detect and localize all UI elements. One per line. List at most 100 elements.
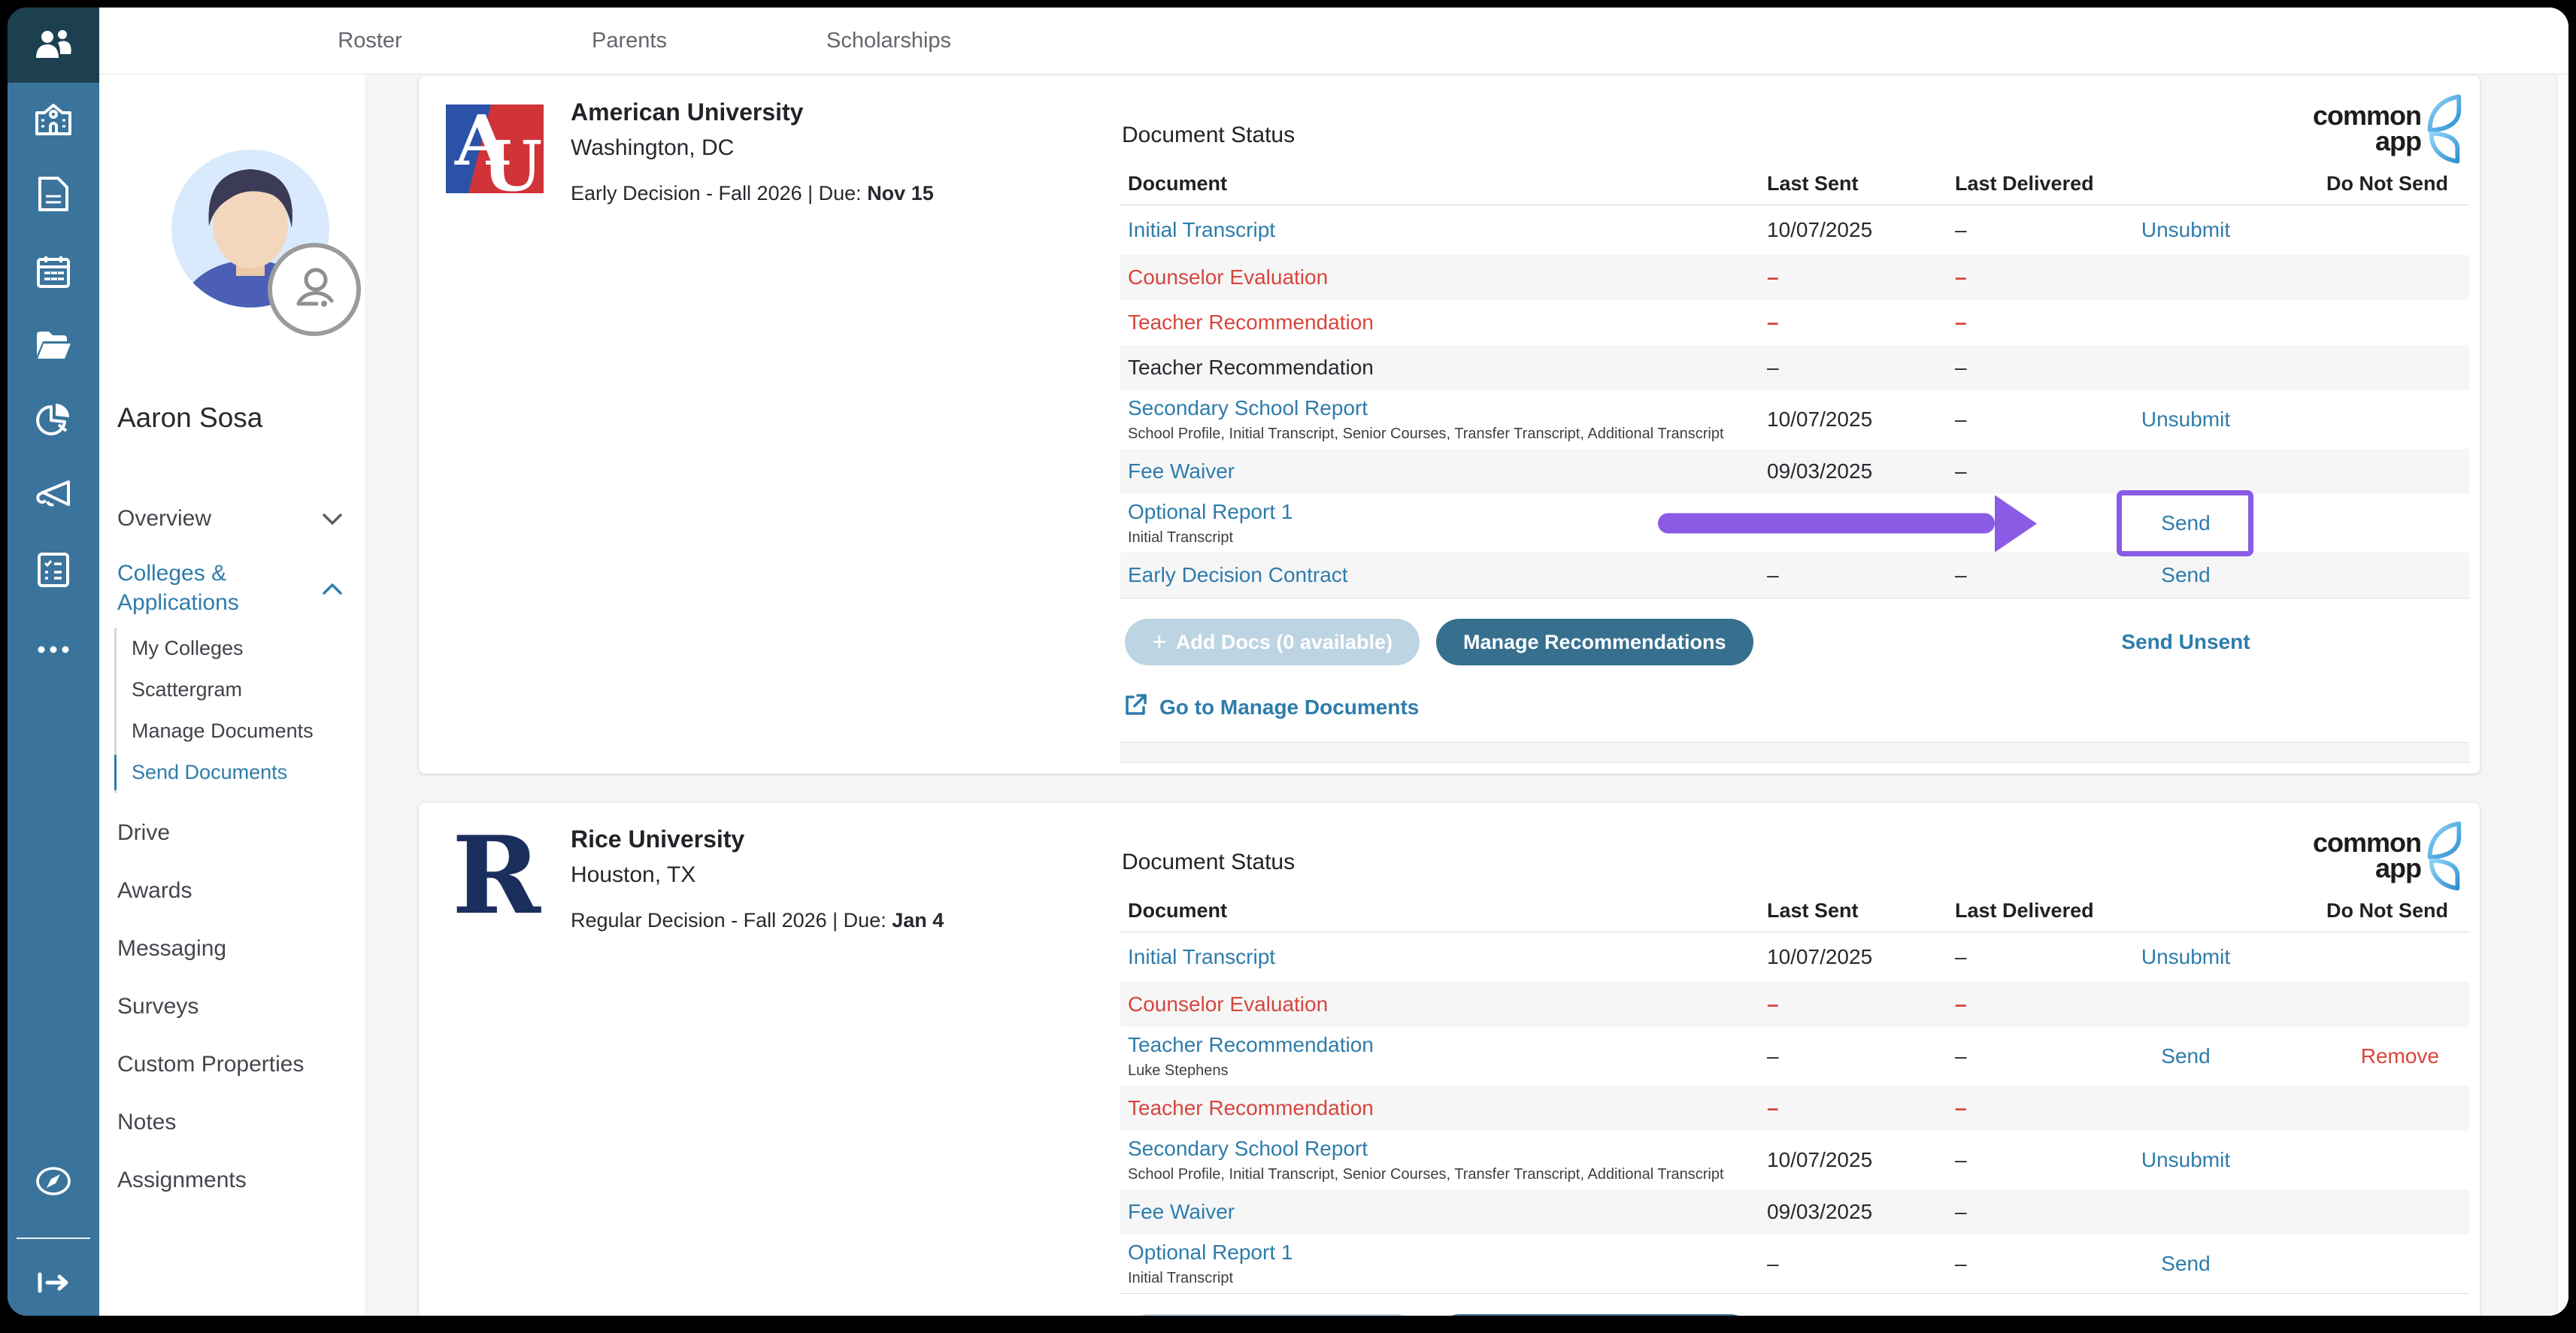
scrollbar[interactable]	[2556, 74, 2568, 1316]
document-link[interactable]: Initial Transcript	[1128, 945, 1276, 968]
sidebar-item-explore[interactable]	[8, 1145, 99, 1217]
action-link[interactable]: Unsubmit	[2141, 945, 2231, 968]
tab-roster[interactable]: Roster	[338, 29, 402, 53]
action-link[interactable]: Send	[2161, 563, 2211, 586]
action-link[interactable]: Unsubmit	[2141, 1148, 2231, 1171]
manage-recommendations-button[interactable]: Manage Recommendations	[1435, 1314, 1753, 1316]
card-actions: +Add Docs (0 available) Manage Recommend…	[1120, 1313, 2469, 1316]
megaphone-icon	[35, 479, 71, 512]
sidebar-item-drive[interactable]	[8, 309, 99, 381]
sidebar-item-more[interactable]	[8, 613, 99, 686]
menu-item-colleges-applications[interactable]: Colleges & Applications	[99, 548, 365, 623]
table-row: Optional Report 1 Initial Transcript – –…	[1120, 1235, 2469, 1293]
college-card: A U R American University Washington, DC…	[419, 76, 2480, 774]
more-icon	[37, 646, 70, 653]
last-sent-value: –	[1767, 992, 1779, 1016]
manage-recommendations-button[interactable]: Manage Recommendations	[1435, 619, 1753, 665]
empty-row-strip	[1120, 742, 2469, 763]
sidebar-item-logout[interactable]	[8, 1247, 99, 1316]
submenu-item-send-documents[interactable]: Send Documents	[114, 752, 365, 793]
menu-item-notes[interactable]: Notes	[99, 1093, 365, 1151]
document-link[interactable]: Early Decision Contract	[1128, 563, 1348, 586]
table-row: Early Decision Contract – – Send	[1120, 553, 2469, 598]
sidebar-item-school[interactable]	[8, 83, 99, 155]
sidebar-item-reports[interactable]	[8, 383, 99, 456]
document-sub-label: Initial Transcript	[1128, 1270, 1234, 1286]
send-unsent-link[interactable]: Send Unsent	[2121, 630, 2250, 653]
add-docs-button[interactable]: +Add Docs (0 available)	[1125, 1314, 1420, 1316]
last-delivered-value: –	[1955, 407, 1967, 431]
sidebar-item-announcements[interactable]	[8, 459, 99, 532]
chevron-up-icon	[323, 575, 342, 601]
tab-scholarships[interactable]: Scholarships	[826, 29, 952, 53]
document-link[interactable]: Optional Report 1	[1128, 1241, 1293, 1264]
menu-item-overview[interactable]: Overview	[99, 489, 365, 548]
sidebar-item-documents[interactable]	[8, 158, 99, 230]
document-link[interactable]: Counselor Evaluation	[1128, 265, 1329, 289]
sidebar-item-surveys[interactable]	[8, 534, 99, 606]
submenu-item-my-colleges[interactable]: My Colleges	[132, 637, 244, 659]
document-link[interactable]: Teacher Recommendation	[1128, 1096, 1374, 1119]
college-name: Rice University	[571, 826, 745, 853]
menu-label: Custom Properties	[117, 1051, 305, 1077]
document-sub-label: School Profile, Initial Transcript, Seni…	[1128, 1166, 1724, 1183]
document-link[interactable]: Optional Report 1	[1128, 500, 1293, 523]
document-link[interactable]: Secondary School Report	[1128, 396, 1368, 420]
submenu-item-manage-documents[interactable]: Manage Documents	[132, 720, 314, 742]
add-docs-button[interactable]: +Add Docs (0 available)	[1125, 619, 1420, 665]
action-link[interactable]: Unsubmit	[2141, 218, 2231, 241]
app-window: A U R American University Washington, DC…	[8, 8, 2568, 1316]
document-link[interactable]: Secondary School Report	[1128, 1137, 1368, 1160]
annotation-box	[2117, 490, 2253, 556]
sidebar-item-calendar[interactable]	[8, 235, 99, 307]
menu-item-drive[interactable]: Drive	[99, 804, 365, 862]
menu-item-surveys[interactable]: Surveys	[99, 977, 365, 1035]
last-sent-value: –	[1767, 1252, 1779, 1275]
document-link[interactable]: Initial Transcript	[1128, 218, 1276, 241]
top-nav: Roster Parents Scholarships	[99, 8, 2568, 74]
action-link[interactable]: Unsubmit	[2141, 407, 2231, 431]
last-delivered-value: –	[1955, 563, 1967, 586]
action-link[interactable]: Send	[2161, 1252, 2211, 1275]
last-sent-value: –	[1767, 265, 1779, 289]
action-link[interactable]: Send	[2161, 1044, 2211, 1068]
document-link[interactable]: Teacher Recommendation	[1128, 1033, 1374, 1056]
svg-text:U: U	[482, 126, 542, 193]
sidebar-item-students[interactable]	[8, 8, 99, 83]
last-delivered-value: –	[1955, 1096, 1967, 1119]
last-delivered-value: –	[1955, 459, 1967, 483]
col-last-sent: Last Sent	[1767, 172, 1859, 195]
action-link[interactable]: Send	[2161, 511, 2211, 535]
section-title: Document Status	[1122, 123, 1296, 147]
external-link-icon	[1123, 692, 1149, 723]
menu-item-awards[interactable]: Awards	[99, 862, 365, 919]
menu-item-custom-properties[interactable]: Custom Properties	[99, 1035, 365, 1093]
table-header: Document Last Sent Last Delivered Do Not…	[1120, 896, 2469, 932]
document-link[interactable]: Teacher Recommendation	[1128, 356, 1374, 379]
col-last-delivered: Last Delivered	[1955, 172, 2094, 195]
tab-parents[interactable]: Parents	[592, 29, 667, 53]
document-link[interactable]: Fee Waiver	[1128, 459, 1235, 483]
students-icon	[35, 29, 72, 61]
menu-label: Awards	[117, 877, 192, 903]
col-document: Document	[1128, 172, 1228, 195]
submenu-item-scattergram[interactable]: Scattergram	[132, 678, 243, 701]
document-link[interactable]: Counselor Evaluation	[1128, 992, 1329, 1016]
menu-label: Assignments	[117, 1167, 247, 1192]
college-name: American University	[571, 98, 804, 126]
document-link[interactable]: Fee Waiver	[1128, 1200, 1235, 1223]
menu-item-assignments[interactable]: Assignments	[99, 1151, 365, 1209]
calendar-icon	[37, 255, 70, 288]
goto-manage-documents-link[interactable]: Go to Manage Documents	[1120, 692, 2469, 723]
card-actions: +Add Docs (0 available) Manage Recommend…	[1120, 618, 2469, 666]
table-row: Optional Report 1 Initial Transcript – –…	[1120, 490, 2469, 556]
common-app-logo: common app	[2313, 91, 2465, 166]
table-row: Teacher Recommendation – –	[1120, 1086, 2469, 1131]
document-status-section: Document Status common app Document Last …	[1120, 91, 2469, 763]
last-delivered-value: –	[1955, 945, 1967, 968]
table-header: Document Last Sent Last Delivered Do Not…	[1120, 169, 2469, 205]
remove-link[interactable]: Remove	[2360, 1044, 2439, 1068]
table-row: Initial Transcript 10/07/2025 – Unsubmit	[1120, 205, 2469, 255]
document-link[interactable]: Teacher Recommendation	[1128, 311, 1374, 334]
menu-item-messaging[interactable]: Messaging	[99, 919, 365, 977]
